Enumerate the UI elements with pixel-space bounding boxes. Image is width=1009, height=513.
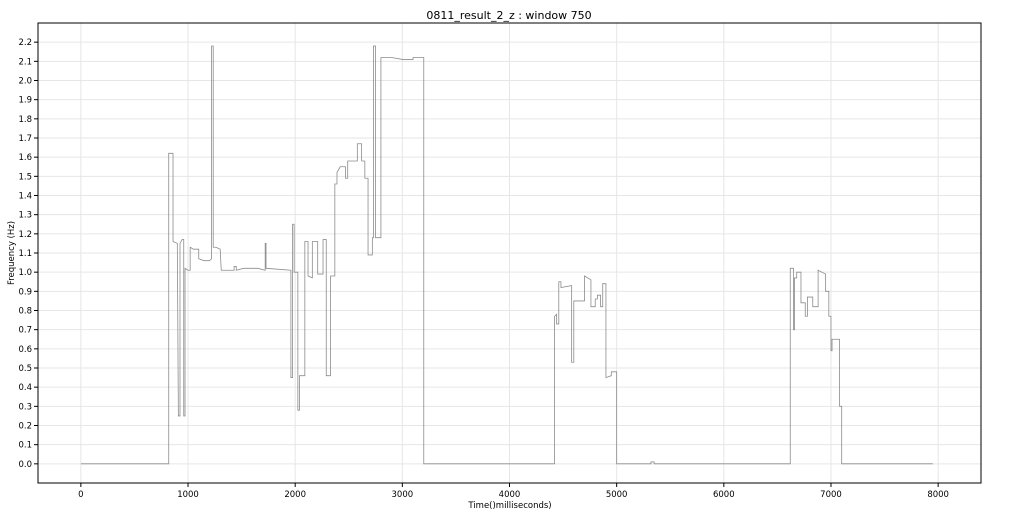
x-tick-label: 8000 (927, 490, 949, 500)
y-tick-label: 0.6 (18, 345, 32, 355)
y-tick-label: 0.3 (18, 402, 32, 412)
y-axis-label: Frequency (Hz) (7, 221, 17, 285)
y-tick-label: 2.0 (18, 77, 32, 87)
y-tick-label: 1.9 (18, 96, 32, 106)
x-axis-label: Time()milliseconds) (467, 501, 551, 511)
x-tick-label: 4000 (499, 490, 521, 500)
y-tick-label: 1.2 (18, 230, 32, 240)
y-tick-label: 0.4 (18, 383, 32, 393)
y-tick-label: 1.6 (18, 153, 32, 163)
y-tick-label: 1.3 (18, 211, 32, 221)
x-tick-label: 5000 (606, 490, 628, 500)
y-tick-label: 1.8 (18, 115, 32, 125)
x-tick-label: 6000 (713, 490, 735, 500)
x-tick-label: 7000 (820, 490, 842, 500)
x-tick-label: 0 (78, 490, 83, 500)
x-tick-label: 1000 (177, 490, 199, 500)
grid-layer (38, 23, 981, 483)
y-tick-label: 1.4 (18, 192, 32, 202)
x-tick-label: 2000 (284, 490, 306, 500)
y-tick-label: 0.7 (18, 326, 32, 336)
y-tick-label: 0.5 (18, 364, 32, 374)
y-tick-label: 1.0 (18, 268, 32, 278)
y-tick-label: 0.8 (18, 307, 32, 317)
y-tick-label: 1.7 (18, 134, 32, 144)
y-tick-label: 0.2 (18, 422, 32, 432)
y-tick-label: 2.1 (18, 57, 32, 67)
y-axis-ticks: 0.0 0.1 0.2 0.3 0.4 0.5 0.6 0.7 0.8 0.9 1.0 1.1 1.2 1… (18, 38, 38, 470)
chart-title: 0811_result_2_z : window 750 (426, 9, 591, 22)
y-tick-label: 2.2 (18, 38, 32, 48)
y-tick-label: 1.5 (18, 172, 32, 182)
series-layer (80, 45, 933, 465)
y-tick-label: 1.1 (18, 249, 32, 259)
y-tick-label: 0.1 (18, 441, 32, 451)
y-tick-label: 0.9 (18, 287, 32, 297)
x-axis-ticks: 0 1000 2000 3000 4000 5000 6000 7000 8000 (78, 483, 949, 500)
y-tick-label: 0.0 (18, 460, 32, 470)
series-line (80, 45, 933, 465)
x-tick-label: 3000 (392, 490, 414, 500)
